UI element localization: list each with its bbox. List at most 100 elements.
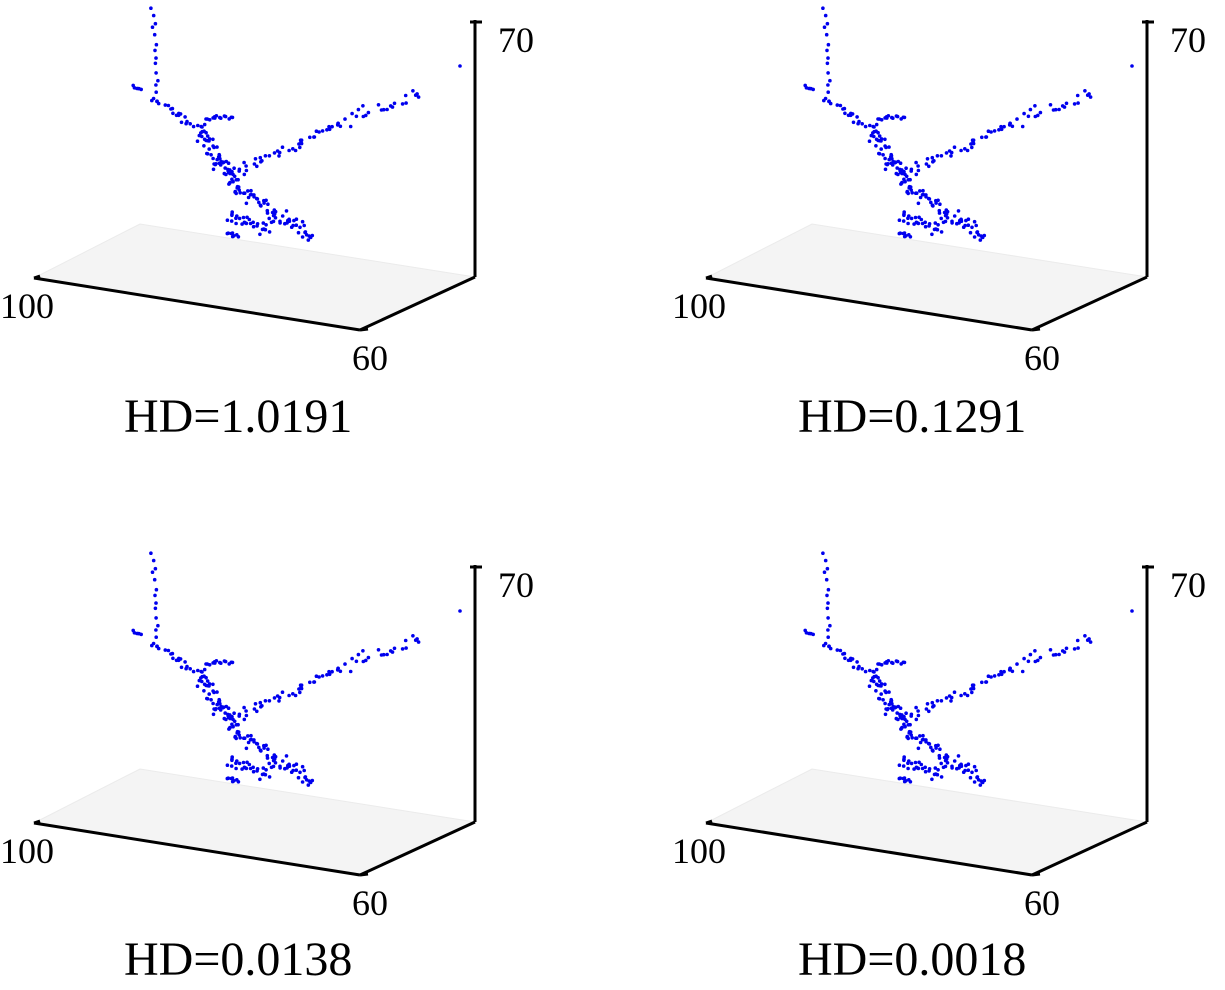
data-point bbox=[872, 134, 876, 139]
data-point bbox=[826, 71, 830, 75]
data-point bbox=[298, 690, 302, 695]
data-point bbox=[956, 209, 961, 213]
data-point bbox=[361, 104, 365, 108]
data-point bbox=[267, 699, 272, 703]
data-point bbox=[214, 114, 219, 118]
data-point bbox=[937, 756, 942, 760]
data-point bbox=[205, 134, 210, 138]
data-point bbox=[894, 716, 899, 721]
data-point bbox=[291, 147, 295, 151]
data-point bbox=[207, 137, 212, 141]
data-point bbox=[997, 673, 1001, 677]
data-point bbox=[416, 640, 421, 644]
data-point bbox=[906, 761, 910, 765]
data-point bbox=[247, 217, 252, 222]
data-point bbox=[202, 674, 206, 678]
data-point bbox=[918, 734, 922, 738]
data-point bbox=[233, 190, 237, 194]
data-point bbox=[297, 687, 301, 691]
data-point bbox=[947, 694, 952, 698]
data-point bbox=[825, 606, 830, 611]
data-point bbox=[230, 231, 235, 235]
data-point bbox=[184, 666, 188, 671]
data-point bbox=[1020, 124, 1025, 129]
data-point bbox=[366, 110, 371, 115]
data-point bbox=[867, 684, 872, 688]
data-point bbox=[299, 683, 304, 687]
data-point bbox=[264, 223, 268, 227]
data-point bbox=[939, 761, 943, 766]
data-point bbox=[1075, 93, 1080, 98]
data-point bbox=[171, 111, 175, 116]
data-point bbox=[298, 145, 302, 150]
data-point bbox=[299, 138, 304, 142]
data-point bbox=[932, 772, 937, 777]
x-axis-line bbox=[33, 276, 361, 332]
data-point bbox=[917, 760, 921, 765]
data-point bbox=[257, 200, 261, 205]
point-cloud bbox=[803, 551, 1134, 787]
data-point bbox=[261, 221, 266, 225]
x-axis-line bbox=[705, 821, 1033, 877]
data-point bbox=[273, 761, 278, 765]
data-point bbox=[202, 122, 207, 127]
data-point bbox=[199, 131, 203, 135]
data-point bbox=[902, 115, 907, 120]
data-point bbox=[287, 693, 291, 698]
data-point bbox=[903, 724, 907, 729]
data-point bbox=[166, 648, 171, 653]
data-point bbox=[939, 154, 944, 158]
data-point bbox=[850, 657, 855, 661]
data-point bbox=[265, 756, 270, 760]
data-point bbox=[966, 223, 971, 227]
data-point bbox=[914, 705, 918, 710]
data-point bbox=[296, 775, 301, 780]
data-point bbox=[458, 64, 462, 68]
data-point bbox=[1130, 64, 1134, 68]
data-point bbox=[153, 566, 158, 571]
data-point bbox=[879, 147, 883, 151]
data-point bbox=[280, 759, 285, 763]
data-point bbox=[262, 746, 266, 750]
data-point bbox=[975, 230, 980, 234]
point-cloud bbox=[131, 551, 462, 787]
data-point bbox=[965, 148, 970, 153]
data-point bbox=[1010, 669, 1015, 674]
data-point bbox=[936, 223, 940, 227]
y-tick-label: 60 bbox=[1024, 338, 1060, 378]
data-point bbox=[228, 171, 232, 176]
data-point bbox=[207, 663, 212, 667]
data-point bbox=[924, 707, 929, 711]
data-point bbox=[232, 234, 236, 238]
data-point bbox=[918, 195, 923, 200]
data-point bbox=[1072, 647, 1077, 651]
data-point bbox=[902, 758, 906, 763]
data-point bbox=[919, 762, 924, 767]
data-point bbox=[1048, 103, 1053, 107]
data-point bbox=[879, 118, 884, 122]
data-point bbox=[945, 761, 950, 765]
data-point bbox=[211, 137, 215, 142]
data-point bbox=[273, 754, 278, 759]
data-point bbox=[984, 680, 988, 684]
data-point bbox=[404, 101, 408, 105]
data-point bbox=[826, 90, 830, 94]
data-point bbox=[904, 779, 908, 783]
data-point bbox=[1015, 662, 1019, 666]
data-point bbox=[280, 145, 285, 149]
scatter3d-panel-3: 100 60 70 HD=0.0138 bbox=[0, 551, 534, 986]
data-point bbox=[956, 754, 961, 758]
data-point bbox=[248, 766, 253, 771]
data-point bbox=[927, 164, 931, 169]
data-point bbox=[890, 156, 894, 161]
data-point bbox=[300, 780, 305, 784]
data-point bbox=[980, 135, 984, 140]
data-point bbox=[302, 768, 307, 773]
data-point bbox=[229, 764, 234, 768]
data-point bbox=[278, 766, 282, 770]
data-point bbox=[883, 167, 888, 172]
data-point bbox=[302, 223, 307, 228]
data-point bbox=[330, 124, 334, 129]
data-point bbox=[1008, 666, 1012, 671]
data-point bbox=[364, 113, 368, 118]
